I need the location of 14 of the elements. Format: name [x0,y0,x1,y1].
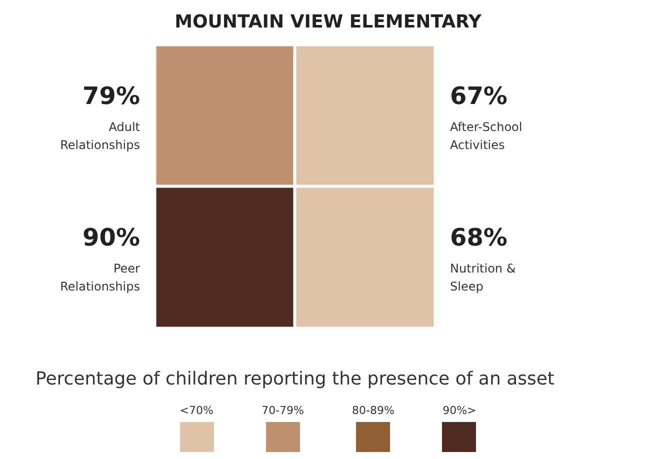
text: Percentage of children reporting the presence of an asset [36,368,554,390]
text: 90%> [442,404,476,417]
category-label: Adult Relationships [60,120,140,152]
category-label: Nutrition & Sleep [450,261,516,294]
data-label: 79% [82,82,140,110]
data-label: 67% [450,82,508,110]
text: <70% [180,404,214,417]
text: MOUNTAIN VIEW ELEMENTARY [174,12,482,32]
text: 80-89% [352,404,394,417]
category-label: Peer Relationships [60,261,140,294]
data-label: 90% [82,223,140,252]
text: 70-79% [262,404,304,417]
data-label: 68% [450,223,508,252]
category-label: After-School Activities [450,120,522,152]
